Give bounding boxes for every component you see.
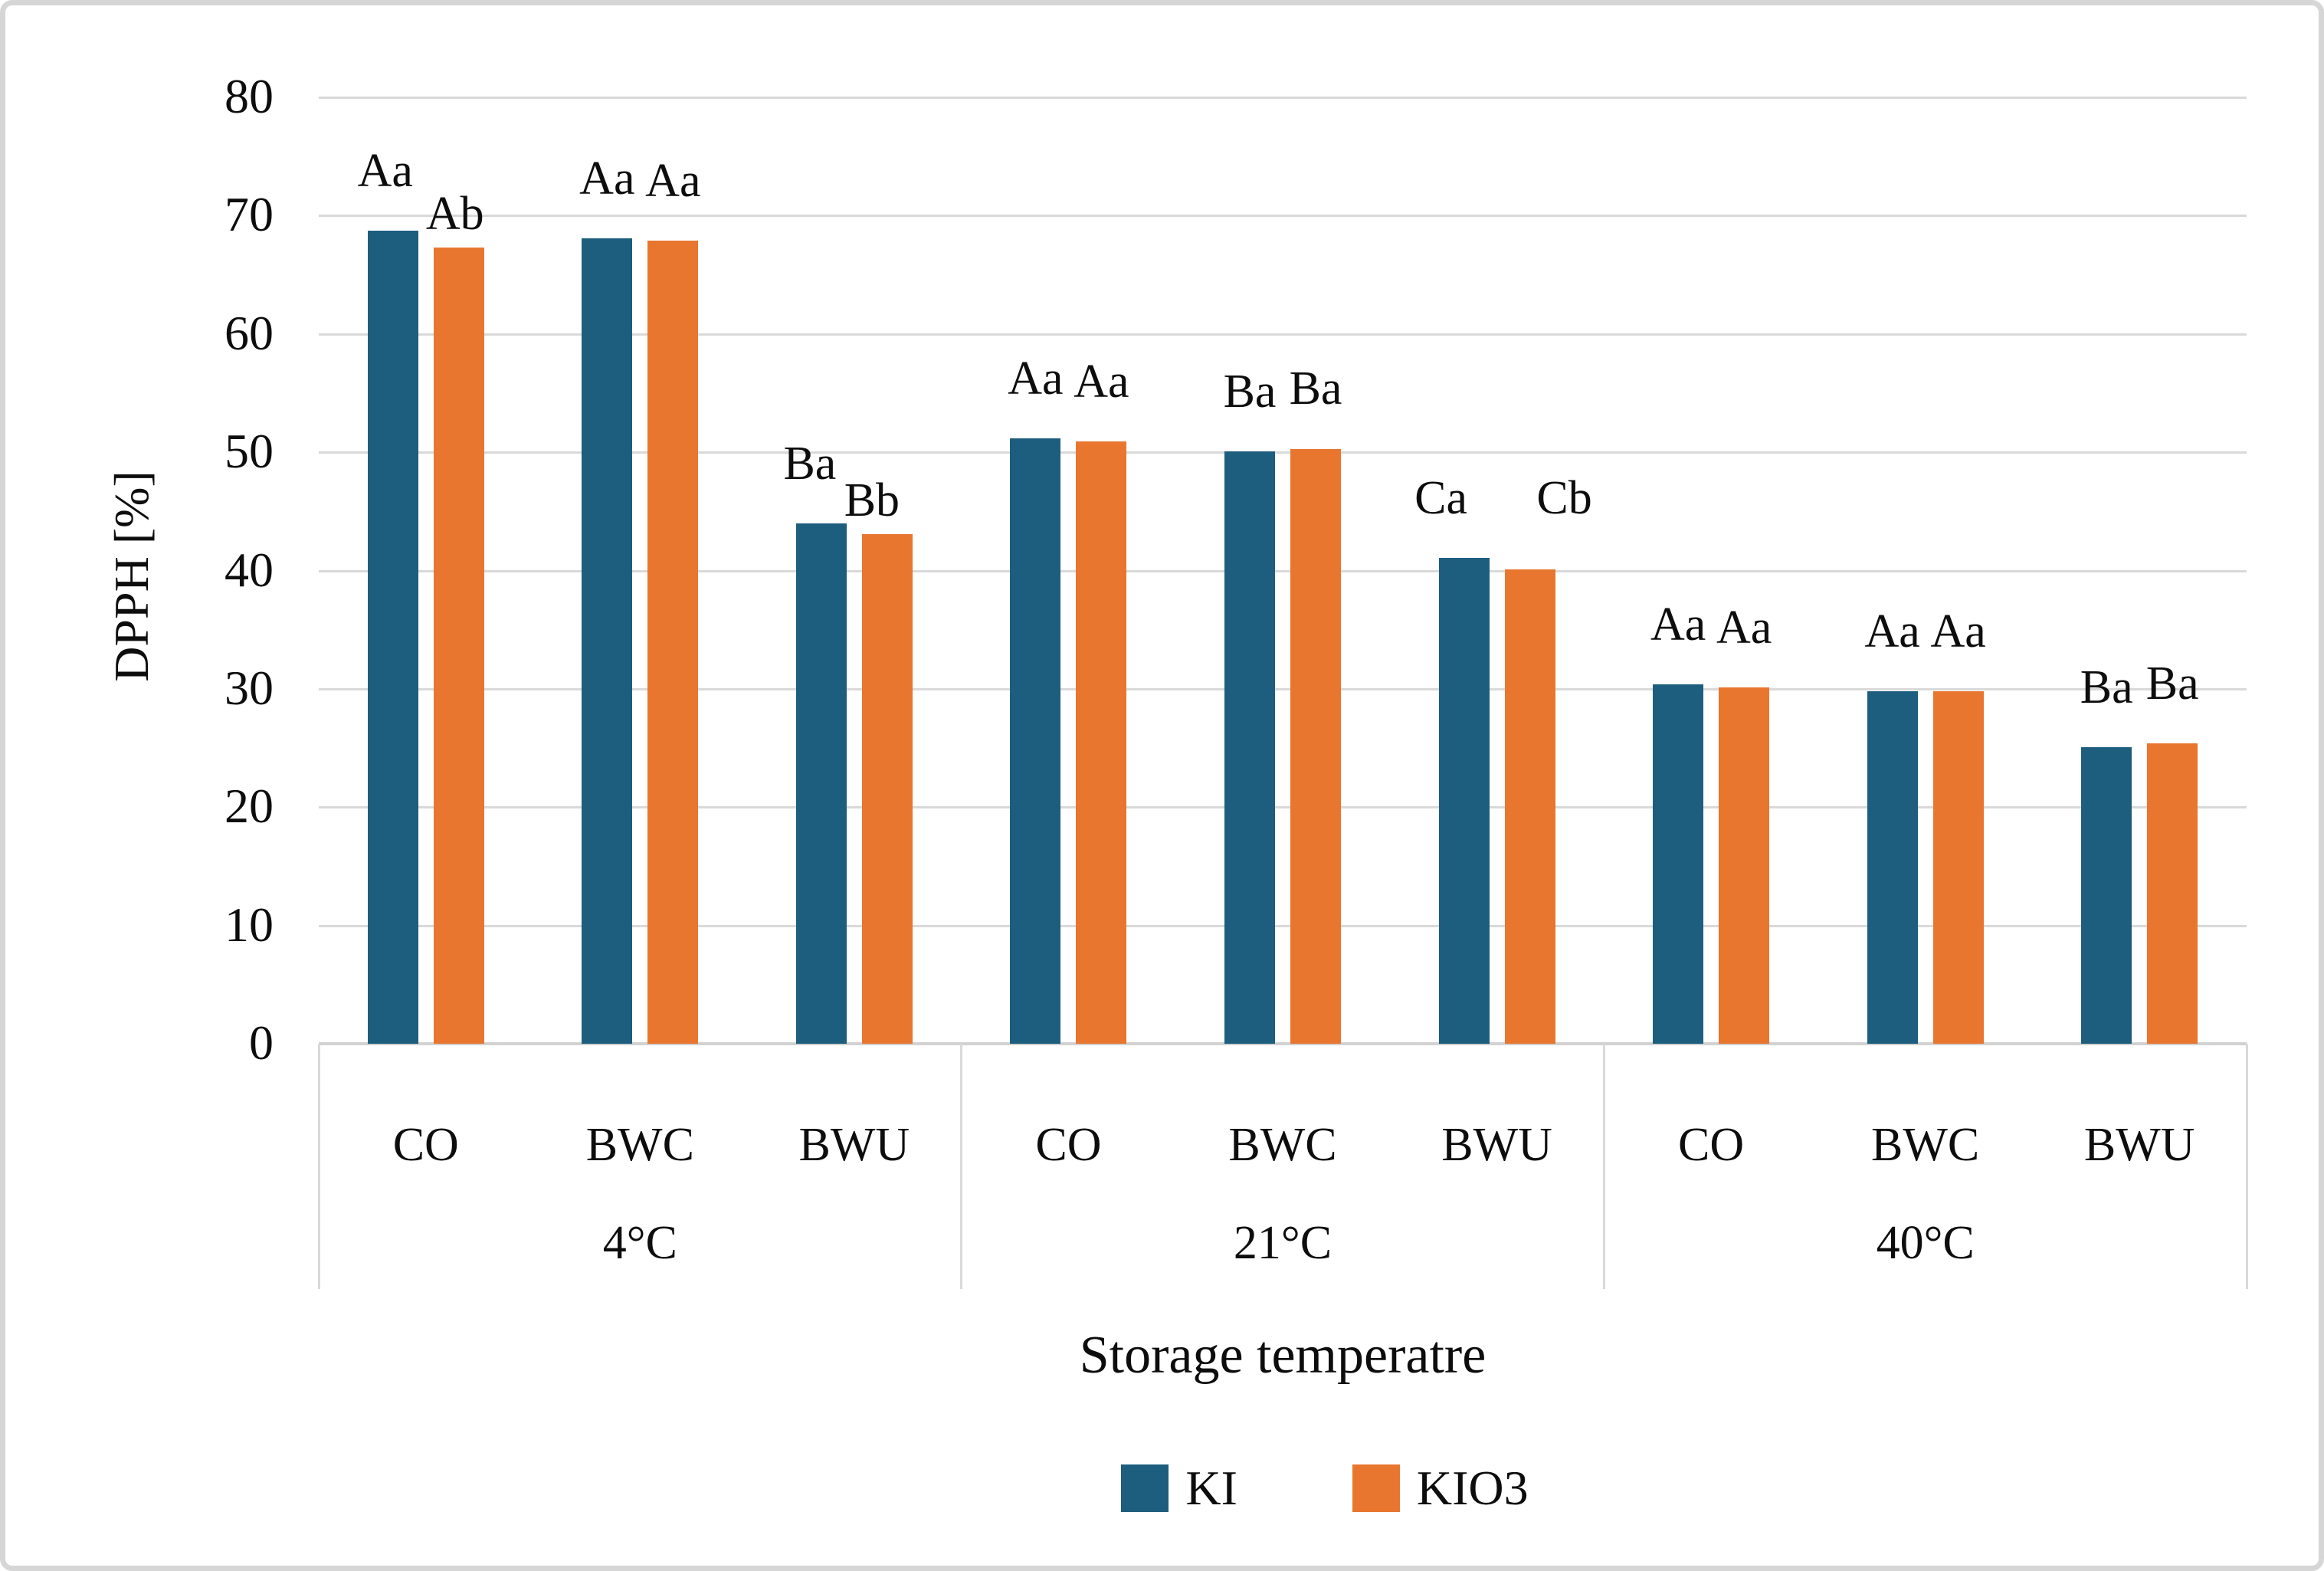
bar-ki-bwc-21°C bbox=[1224, 451, 1275, 1044]
group-divider-3 bbox=[2245, 1044, 2248, 1289]
significance-label-ba-4: Ba bbox=[1223, 365, 1277, 418]
significance-label-aa-3: Aa bbox=[1073, 356, 1129, 408]
bar-kio3-co-40°C bbox=[1719, 687, 1770, 1044]
y-tick-label-70: 70 bbox=[225, 187, 274, 242]
y-tick-label-60: 60 bbox=[225, 305, 274, 360]
significance-label-ca-5: Ca bbox=[1414, 471, 1467, 524]
bar-ki-co-4°C bbox=[367, 231, 418, 1044]
bar-kio3-bwc-4°C bbox=[647, 240, 699, 1044]
x-axis-title: Storage temperatre bbox=[1079, 1326, 1487, 1385]
category-label-bwc-2: BWC bbox=[1871, 1119, 1980, 1171]
y-tick-label-40: 40 bbox=[225, 542, 274, 597]
gridline-30 bbox=[319, 687, 2247, 690]
category-label-co-2: CO bbox=[1678, 1119, 1745, 1171]
gridline-10 bbox=[319, 924, 2247, 927]
significance-label-ba-4: Ba bbox=[1289, 362, 1342, 415]
bar-kio3-bwc-40°C bbox=[1932, 690, 1984, 1044]
bar-kio3-bwc-21°C bbox=[1290, 448, 1341, 1044]
bar-ki-bwc-40°C bbox=[1867, 690, 1918, 1044]
group-divider-0 bbox=[317, 1044, 320, 1289]
gridline-40 bbox=[319, 569, 2247, 572]
significance-label-ab-0: Ab bbox=[425, 188, 484, 241]
bar-kio3-co-21°C bbox=[1076, 441, 1127, 1044]
gridline-50 bbox=[319, 451, 2247, 454]
temperature-group-label-40°C: 40°C bbox=[1876, 1217, 1975, 1269]
bar-ki-co-21°C bbox=[1010, 438, 1061, 1044]
significance-label-aa-1: Aa bbox=[645, 154, 701, 207]
significance-label-ba-8: Ba bbox=[2145, 657, 2199, 710]
gridline-60 bbox=[319, 333, 2247, 336]
bar-kio3-bwu-21°C bbox=[1504, 569, 1555, 1044]
bar-ki-bwu-4°C bbox=[795, 523, 847, 1044]
legend-label-kio3: KIO3 bbox=[1416, 1461, 1529, 1515]
x-axis-baseline bbox=[319, 1042, 2247, 1045]
significance-label-cb-5: Cb bbox=[1536, 471, 1592, 524]
group-divider-2 bbox=[1602, 1044, 1605, 1289]
bar-ki-bwu-40°C bbox=[2081, 746, 2132, 1044]
legend-swatch-kio3 bbox=[1352, 1464, 1400, 1512]
legend-swatch-ki bbox=[1121, 1464, 1169, 1512]
category-label-co-0: CO bbox=[392, 1119, 459, 1171]
y-tick-label-10: 10 bbox=[225, 897, 274, 952]
category-label-bwu-2: BWU bbox=[2083, 1119, 2195, 1171]
significance-label-aa-7: Aa bbox=[1864, 605, 1920, 658]
y-tick-label-50: 50 bbox=[225, 424, 274, 479]
significance-label-ba-2: Ba bbox=[783, 437, 837, 490]
group-divider-1 bbox=[960, 1044, 963, 1289]
category-label-co-1: CO bbox=[1035, 1119, 1102, 1171]
significance-label-aa-3: Aa bbox=[1008, 352, 1064, 405]
temperature-group-label-21°C: 21°C bbox=[1233, 1217, 1332, 1269]
legend: KI KIO3 bbox=[319, 1460, 2247, 1517]
significance-label-bb-2: Bb bbox=[844, 474, 900, 526]
significance-label-aa-1: Aa bbox=[579, 152, 635, 205]
bar-kio3-bwu-40°C bbox=[2147, 743, 2198, 1044]
legend-label-ki: KI bbox=[1185, 1461, 1237, 1515]
bar-ki-bwu-21°C bbox=[1438, 557, 1490, 1044]
significance-label-aa-0: Aa bbox=[357, 145, 413, 198]
bar-ki-co-40°C bbox=[1653, 684, 1704, 1044]
temperature-group-label-4°C: 4°C bbox=[602, 1217, 677, 1269]
legend-item-ki: KI bbox=[1121, 1460, 1237, 1517]
y-tick-label-20: 20 bbox=[225, 779, 274, 834]
significance-label-aa-6: Aa bbox=[1650, 598, 1706, 651]
category-label-bwu-0: BWU bbox=[798, 1119, 910, 1171]
category-label-bwu-1: BWU bbox=[1441, 1119, 1552, 1171]
gridline-70 bbox=[319, 215, 2247, 218]
significance-label-ba-8: Ba bbox=[2080, 661, 2133, 713]
y-tick-label-80: 80 bbox=[225, 69, 274, 123]
significance-label-aa-7: Aa bbox=[1930, 605, 1986, 658]
category-label-bwc-1: BWC bbox=[1228, 1119, 1337, 1171]
bar-ki-bwc-4°C bbox=[582, 238, 633, 1044]
gridline-80 bbox=[319, 97, 2247, 99]
y-tick-label-0: 0 bbox=[249, 1015, 274, 1070]
gridline-20 bbox=[319, 806, 2247, 809]
significance-label-aa-6: Aa bbox=[1716, 602, 1772, 654]
y-tick-label-30: 30 bbox=[225, 660, 274, 715]
legend-item-kio3: KIO3 bbox=[1352, 1460, 1529, 1517]
category-label-bwc-0: BWC bbox=[585, 1119, 694, 1171]
bar-kio3-bwu-4°C bbox=[861, 533, 913, 1044]
plot-area bbox=[319, 97, 2247, 1045]
bar-kio3-co-4°C bbox=[433, 248, 484, 1044]
